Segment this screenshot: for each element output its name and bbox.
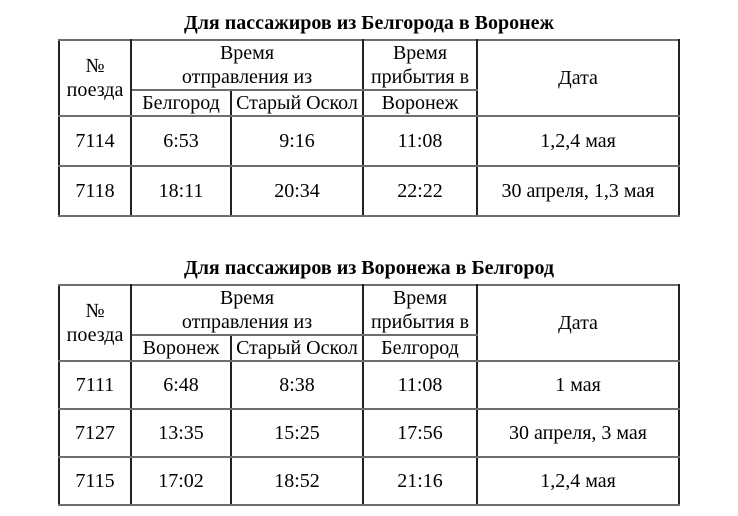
schedule-table-voronezh-belgorod: № поезда Время отправления из Время приб… [58, 284, 680, 506]
header-row-sub: Белгород Старый Оскол Воронеж [59, 89, 679, 117]
header-row-top: № поезда Время отправления из Время приб… [58, 39, 680, 117]
table-row: 7115 17:02 18:52 21:16 1,2,4 мая [58, 456, 680, 506]
col-header-arrival-time: Время прибытия в [362, 39, 478, 91]
date-cell: 1,2,4 мая [476, 115, 680, 167]
subheader-departure-station-2: Старый Оскол [230, 89, 364, 117]
date-cell: 30 апреля, 1,3 мая [476, 165, 680, 217]
subheader-arrival-station: Белгород [362, 334, 478, 362]
arrival-time-cell: 21:16 [362, 456, 478, 506]
col-header-train-number: № поезда [58, 39, 132, 117]
subheader-departure-station-1: Белгород [130, 89, 232, 117]
departure-time-cell: 6:53 [130, 115, 232, 167]
date-cell: 1,2,4 мая [476, 456, 680, 506]
train-number-cell: 7127 [58, 408, 132, 458]
departure-time-cell: 18:52 [230, 456, 364, 506]
col-header-date: Дата [476, 39, 680, 117]
departure-time-cell: 9:16 [230, 115, 364, 167]
table-row: 7111 6:48 8:38 11:08 1 мая [58, 360, 680, 410]
train-number-cell: 7118 [58, 165, 132, 217]
col-header-departure-time: Время отправления из [130, 39, 364, 91]
table-row: 7118 18:11 20:34 22:22 30 апреля, 1,3 ма… [58, 165, 680, 217]
table-title-voronezh-belgorod: Для пассажиров из Воронежа в Белгород [183, 257, 555, 279]
departure-time-cell: 8:38 [230, 360, 364, 410]
subheader-departure-station-2: Старый Оскол [230, 334, 364, 362]
arrival-time-cell: 11:08 [362, 115, 478, 167]
departure-time-cell: 6:48 [130, 360, 232, 410]
table-title-belgorod-voronezh: Для пассажиров из Белгорода в Воронеж [183, 12, 555, 34]
table-row: 7127 13:35 15:25 17:56 30 апреля, 3 мая [58, 408, 680, 458]
departure-time-cell: 15:25 [230, 408, 364, 458]
train-number-cell: 7115 [58, 456, 132, 506]
train-number-cell: 7111 [58, 360, 132, 410]
col-header-train-number: № поезда [58, 284, 132, 362]
col-header-date: Дата [476, 284, 680, 362]
train-number-cell: 7114 [58, 115, 132, 167]
col-header-departure-time: Время отправления из [130, 284, 364, 336]
arrival-time-cell: 22:22 [362, 165, 478, 217]
schedule-table-belgorod-voronezh: № поезда Время отправления из Время приб… [58, 39, 680, 217]
date-cell: 30 апреля, 3 мая [476, 408, 680, 458]
departure-time-cell: 13:35 [130, 408, 232, 458]
arrival-time-cell: 17:56 [362, 408, 478, 458]
arrival-time-cell: 11:08 [362, 360, 478, 410]
header-row-top: № поезда Время отправления из Время приб… [58, 284, 680, 362]
table-row: 7114 6:53 9:16 11:08 1,2,4 мая [58, 115, 680, 167]
date-cell: 1 мая [476, 360, 680, 410]
subheader-departure-station-1: Воронеж [130, 334, 232, 362]
departure-time-cell: 18:11 [130, 165, 232, 217]
departure-time-cell: 17:02 [130, 456, 232, 506]
departure-time-cell: 20:34 [230, 165, 364, 217]
col-header-arrival-time: Время прибытия в [362, 284, 478, 336]
header-row-sub: Воронеж Старый Оскол Белгород [59, 334, 679, 362]
subheader-arrival-station: Воронеж [362, 89, 478, 117]
